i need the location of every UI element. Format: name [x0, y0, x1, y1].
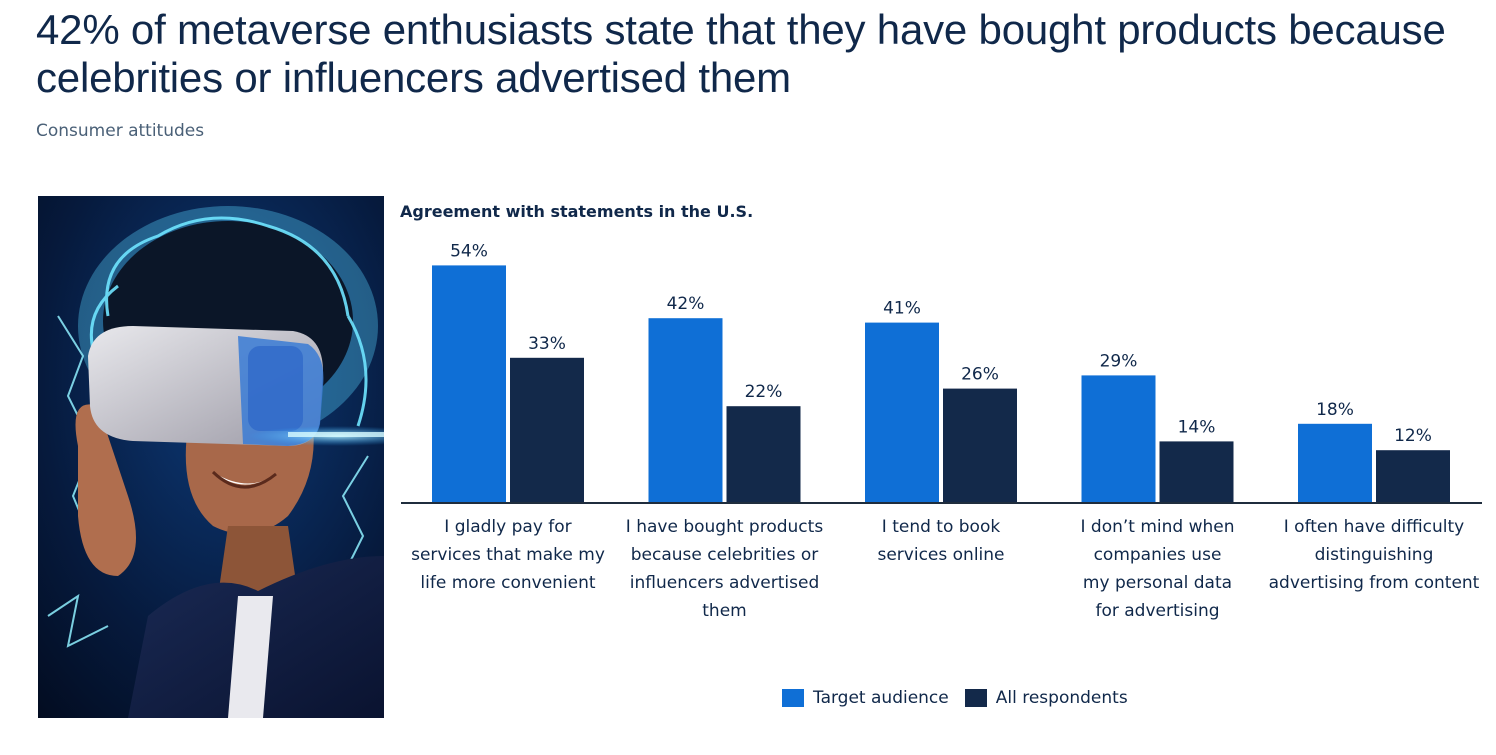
vr-headset-illustration [38, 196, 384, 718]
bar-all-1 [726, 406, 801, 503]
category-label-0-line-1: services that make my [411, 545, 605, 565]
bar-chart: 54% 33% I gladly pay for services that make… [401, 241, 1482, 621]
category-label-1-line-3: them [702, 601, 746, 621]
subtitle: Consumer attitudes [36, 121, 205, 141]
bar-all-2 [943, 388, 1017, 503]
category-label-1-line-0: I have bought products [626, 517, 824, 537]
bar-target-3 [1081, 375, 1156, 503]
data-label-target-3: 29% [1100, 351, 1138, 371]
vr-headset-photo [38, 196, 384, 718]
category-label-3-line-0: I don’t mind when [1080, 517, 1234, 537]
data-label-target-2: 41% [883, 299, 921, 319]
legend-label-target: Target audience [813, 688, 949, 708]
headline: 42% of metaverse enthusiasts state that … [36, 6, 1446, 101]
category-label-3-line-2: my personal data [1083, 573, 1232, 593]
category-label-1-line-1: because celebrities or [631, 545, 819, 565]
data-label-all-0: 33% [528, 334, 566, 354]
category-label-0-line-0: I gladly pay for [444, 517, 571, 537]
bar-target-1 [648, 318, 723, 503]
category-label-4-line-0: I often have difficulty [1284, 517, 1464, 537]
category-label-4-line-1: distinguishing [1315, 545, 1434, 565]
category-label-3-line-3: for advertising [1095, 601, 1219, 621]
legend-label-all: All respondents [995, 688, 1128, 708]
bar-all-3 [1159, 441, 1234, 503]
category-label-3-line-1: companies use [1094, 545, 1222, 565]
category-label-2-line-1: services online [877, 545, 1004, 565]
bar-all-0 [510, 357, 584, 503]
legend-swatch-target [782, 689, 804, 707]
bar-target-4 [1298, 423, 1372, 503]
data-label-target-0: 54% [450, 241, 488, 261]
chart-legend: Target audience All respondents [782, 686, 1144, 710]
data-label-target-1: 42% [667, 294, 705, 314]
bar-target-2 [865, 322, 939, 503]
data-label-all-3: 14% [1178, 417, 1216, 437]
data-label-all-4: 12% [1394, 426, 1432, 446]
data-label-all-2: 26% [961, 365, 999, 385]
category-label-0-line-2: life more convenient [420, 573, 596, 593]
category-label-4-line-2: advertising from content [1269, 573, 1480, 593]
legend-item-all: All respondents [964, 688, 1128, 708]
category-label-2-line-0: I tend to book [882, 517, 1001, 537]
legend-item-target: Target audience [782, 688, 949, 708]
category-label-1-line-2: influencers advertised [630, 573, 819, 593]
bar-all-4 [1376, 450, 1450, 503]
legend-swatch-all [964, 689, 987, 707]
chart-title: Agreement with statements in the U.S. [400, 202, 754, 221]
data-label-target-4: 18% [1316, 400, 1354, 420]
data-label-all-1: 22% [745, 382, 783, 402]
bar-target-0 [432, 265, 506, 503]
